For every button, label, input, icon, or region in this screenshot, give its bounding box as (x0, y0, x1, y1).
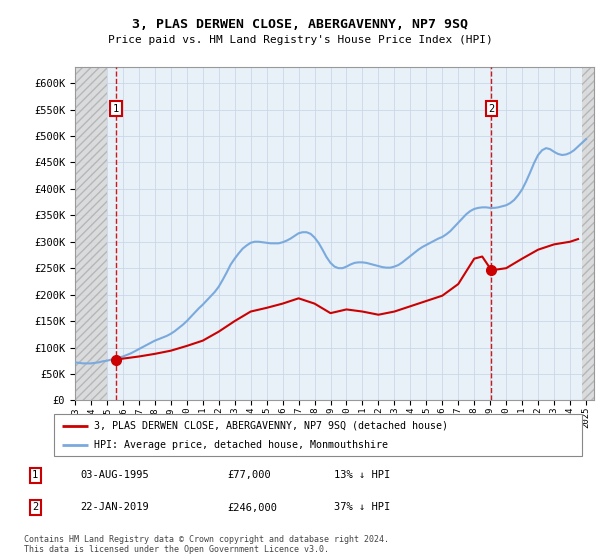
FancyBboxPatch shape (54, 414, 582, 456)
Text: 37% ↓ HPI: 37% ↓ HPI (334, 502, 391, 512)
Text: 3, PLAS DERWEN CLOSE, ABERGAVENNY, NP7 9SQ (detached house): 3, PLAS DERWEN CLOSE, ABERGAVENNY, NP7 9… (94, 421, 448, 431)
Bar (582, 67, 594, 400)
Text: 13% ↓ HPI: 13% ↓ HPI (334, 470, 391, 480)
Text: 03-AUG-1995: 03-AUG-1995 (80, 470, 149, 480)
Text: 2: 2 (488, 104, 494, 114)
Bar (75, 67, 107, 400)
Text: HPI: Average price, detached house, Monmouthshire: HPI: Average price, detached house, Monm… (94, 440, 388, 450)
Text: £77,000: £77,000 (227, 470, 271, 480)
Text: Price paid vs. HM Land Registry's House Price Index (HPI): Price paid vs. HM Land Registry's House … (107, 35, 493, 45)
Text: Contains HM Land Registry data © Crown copyright and database right 2024.
This d: Contains HM Land Registry data © Crown c… (24, 535, 389, 554)
Text: 1: 1 (32, 470, 38, 480)
Text: 2: 2 (32, 502, 38, 512)
Text: £246,000: £246,000 (227, 502, 277, 512)
Text: 3, PLAS DERWEN CLOSE, ABERGAVENNY, NP7 9SQ: 3, PLAS DERWEN CLOSE, ABERGAVENNY, NP7 9… (132, 17, 468, 31)
Text: 1: 1 (113, 104, 119, 114)
Text: 22-JAN-2019: 22-JAN-2019 (80, 502, 149, 512)
